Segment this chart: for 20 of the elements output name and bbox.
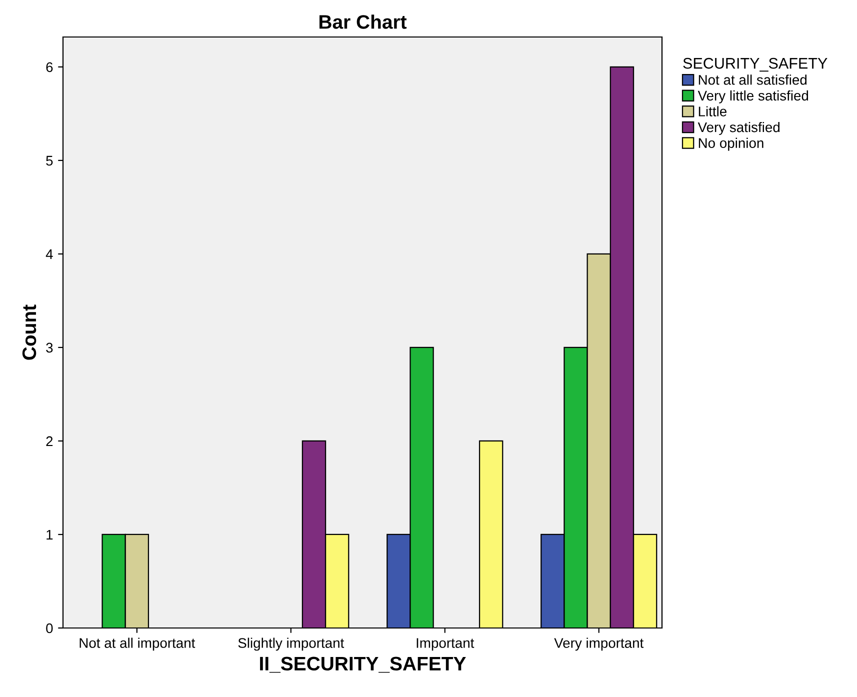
y-tick-label: 4 bbox=[46, 249, 53, 259]
y-tick-label: 5 bbox=[46, 156, 53, 166]
legend-title: SECURITY_SAFETY bbox=[683, 58, 828, 72]
x-tick-label: Very important bbox=[554, 638, 644, 651]
y-axis-title: Count bbox=[22, 304, 36, 360]
legend-label: Not at all satisfied bbox=[698, 74, 806, 85]
x-tick-label: Important bbox=[416, 638, 474, 651]
legend-label: Very little satisfied bbox=[698, 90, 808, 104]
y-tick-label: 3 bbox=[46, 342, 53, 353]
x-tick-label: Slightly important bbox=[238, 638, 344, 651]
y-tick-label: 6 bbox=[46, 62, 53, 72]
x-axis-title: II_SECURITY_SAFETY bbox=[260, 656, 466, 673]
x-tick-label: Not at all important bbox=[80, 638, 196, 651]
legend-label: Little bbox=[698, 106, 726, 116]
y-tick-label: 1 bbox=[46, 530, 53, 540]
chart-title: Bar Chart bbox=[320, 14, 407, 29]
y-tick-label: 2 bbox=[46, 436, 53, 446]
y-tick-label: 0 bbox=[46, 623, 53, 634]
legend-label: No opinion bbox=[698, 138, 764, 151]
legend-label: Very satisfied bbox=[698, 122, 780, 135]
